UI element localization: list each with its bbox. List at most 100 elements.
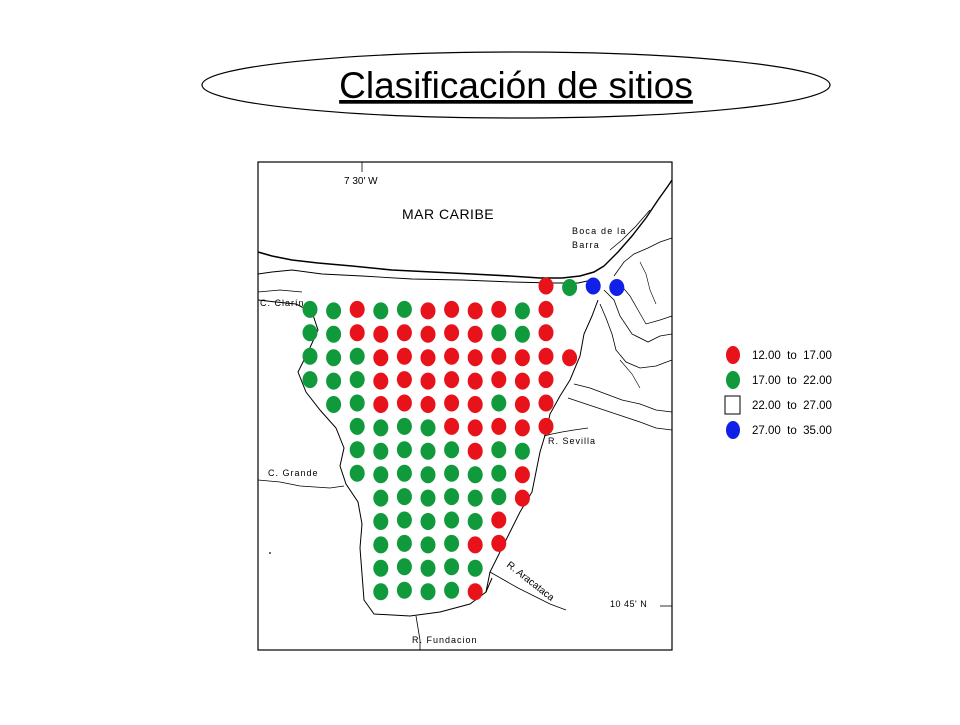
site-marker <box>420 513 436 530</box>
site-marker <box>467 349 483 367</box>
site-marker <box>396 464 412 482</box>
site-marker <box>538 394 554 412</box>
site-marker <box>373 466 389 484</box>
label-aracataca: R. Aracataca <box>504 560 556 604</box>
title-svg: Clasificación de sitios <box>201 51 831 119</box>
site-marker <box>373 372 389 390</box>
site-marker <box>467 559 483 577</box>
site-marker <box>467 325 483 343</box>
site-marker <box>349 441 365 459</box>
site-marker <box>514 489 530 507</box>
coastline-north <box>257 251 605 279</box>
eastern-channel-2 <box>603 289 673 343</box>
label-clarin: C. Clarín <box>260 298 305 308</box>
label-fundacion: R. Fundacion <box>412 635 478 645</box>
site-marker <box>467 396 483 413</box>
site-marker <box>349 464 365 482</box>
site-marker <box>349 371 365 389</box>
site-marker <box>609 279 625 296</box>
site-marker <box>467 466 483 484</box>
site-marker <box>491 441 507 459</box>
site-marker <box>467 583 483 601</box>
site-marker <box>467 513 483 530</box>
site-marker <box>349 324 365 342</box>
eastern-channel-1 <box>599 303 673 369</box>
site-marker <box>420 466 436 484</box>
site-marker <box>444 347 460 365</box>
site-marker <box>514 349 530 367</box>
legend-swatch-red <box>726 346 740 364</box>
site-marker <box>444 394 460 412</box>
site-marker <box>326 372 342 390</box>
site-marker <box>491 511 507 529</box>
site-marker <box>444 324 460 342</box>
title-ellipse <box>201 51 831 119</box>
site-marker <box>538 324 554 342</box>
site-marker <box>396 488 412 506</box>
site-marker <box>396 534 412 552</box>
site-marker <box>396 300 412 318</box>
site-marker <box>396 324 412 342</box>
site-marker <box>491 371 507 389</box>
label-longitude: 7 30' W <box>344 176 378 187</box>
site-marker <box>491 300 507 318</box>
legend-label-1: 12.00 to 17.00 <box>752 350 832 362</box>
title-banner: Clasificación de sitios <box>0 0 960 130</box>
legend-swatch-green <box>726 371 740 389</box>
eastern-channel-7 <box>619 359 641 389</box>
site-marker <box>514 325 530 343</box>
label-sevilla: R. Sevilla <box>548 436 596 446</box>
site-marker <box>373 325 389 343</box>
site-marker <box>538 347 554 365</box>
site-marker <box>326 396 342 413</box>
label-boca-line2: Barra <box>572 240 600 250</box>
coastline-east-inner <box>609 209 651 251</box>
sites-layer <box>302 277 625 601</box>
river-aracataca <box>489 571 567 611</box>
site-marker <box>444 300 460 318</box>
site-marker <box>396 581 412 599</box>
site-marker <box>444 558 460 576</box>
site-marker <box>373 513 389 530</box>
site-marker <box>302 300 318 318</box>
site-marker <box>302 324 318 342</box>
site-marker <box>373 489 389 507</box>
site-marker <box>302 371 318 389</box>
site-marker <box>491 488 507 506</box>
site-marker <box>514 442 530 460</box>
map-frame <box>257 161 673 651</box>
site-marker <box>514 396 530 413</box>
site-marker <box>326 325 342 343</box>
site-marker <box>444 441 460 459</box>
site-marker <box>491 394 507 412</box>
site-marker <box>514 466 530 484</box>
site-marker <box>373 349 389 367</box>
page-title: Clasificación de sitios <box>339 65 693 106</box>
site-marker <box>373 302 389 320</box>
site-marker <box>444 417 460 435</box>
site-marker <box>373 442 389 460</box>
label-boca-line1: Boca de la <box>572 226 627 236</box>
site-marker <box>349 394 365 412</box>
clarin-channel <box>257 289 303 293</box>
site-marker <box>349 417 365 435</box>
legend-swatch-empty <box>724 395 741 415</box>
site-marker <box>491 417 507 435</box>
coastline-east <box>603 179 673 267</box>
site-marker <box>467 302 483 320</box>
site-marker <box>562 349 578 367</box>
site-marker <box>467 419 483 437</box>
site-marker <box>420 396 436 413</box>
site-marker <box>420 536 436 554</box>
legend-label-4: 27.00 to 35.00 <box>752 425 832 437</box>
site-marker <box>467 372 483 390</box>
site-marker <box>514 419 530 437</box>
site-marker <box>420 442 436 460</box>
site-marker <box>420 489 436 507</box>
site-marker <box>373 536 389 554</box>
label-grande: C. Grande <box>268 468 319 478</box>
label-sea: MAR CARIBE <box>402 206 494 222</box>
eastern-channel-5 <box>573 383 673 413</box>
site-marker <box>538 277 554 295</box>
